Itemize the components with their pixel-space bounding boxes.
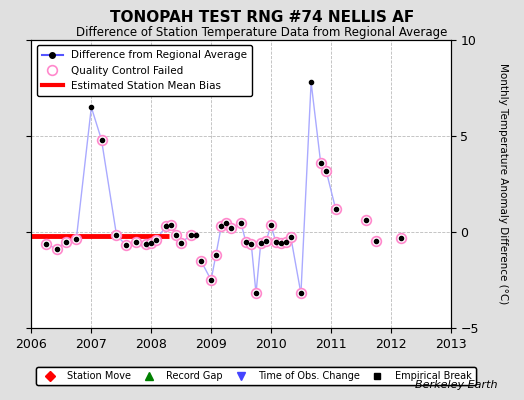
Y-axis label: Monthly Temperature Anomaly Difference (°C): Monthly Temperature Anomaly Difference (… xyxy=(498,63,508,305)
Text: Difference of Station Temperature Data from Regional Average: Difference of Station Temperature Data f… xyxy=(77,26,447,39)
Legend: Station Move, Record Gap, Time of Obs. Change, Empirical Break: Station Move, Record Gap, Time of Obs. C… xyxy=(36,368,476,385)
Text: Berkeley Earth: Berkeley Earth xyxy=(416,380,498,390)
Text: TONOPAH TEST RNG #74 NELLIS AF: TONOPAH TEST RNG #74 NELLIS AF xyxy=(110,10,414,25)
